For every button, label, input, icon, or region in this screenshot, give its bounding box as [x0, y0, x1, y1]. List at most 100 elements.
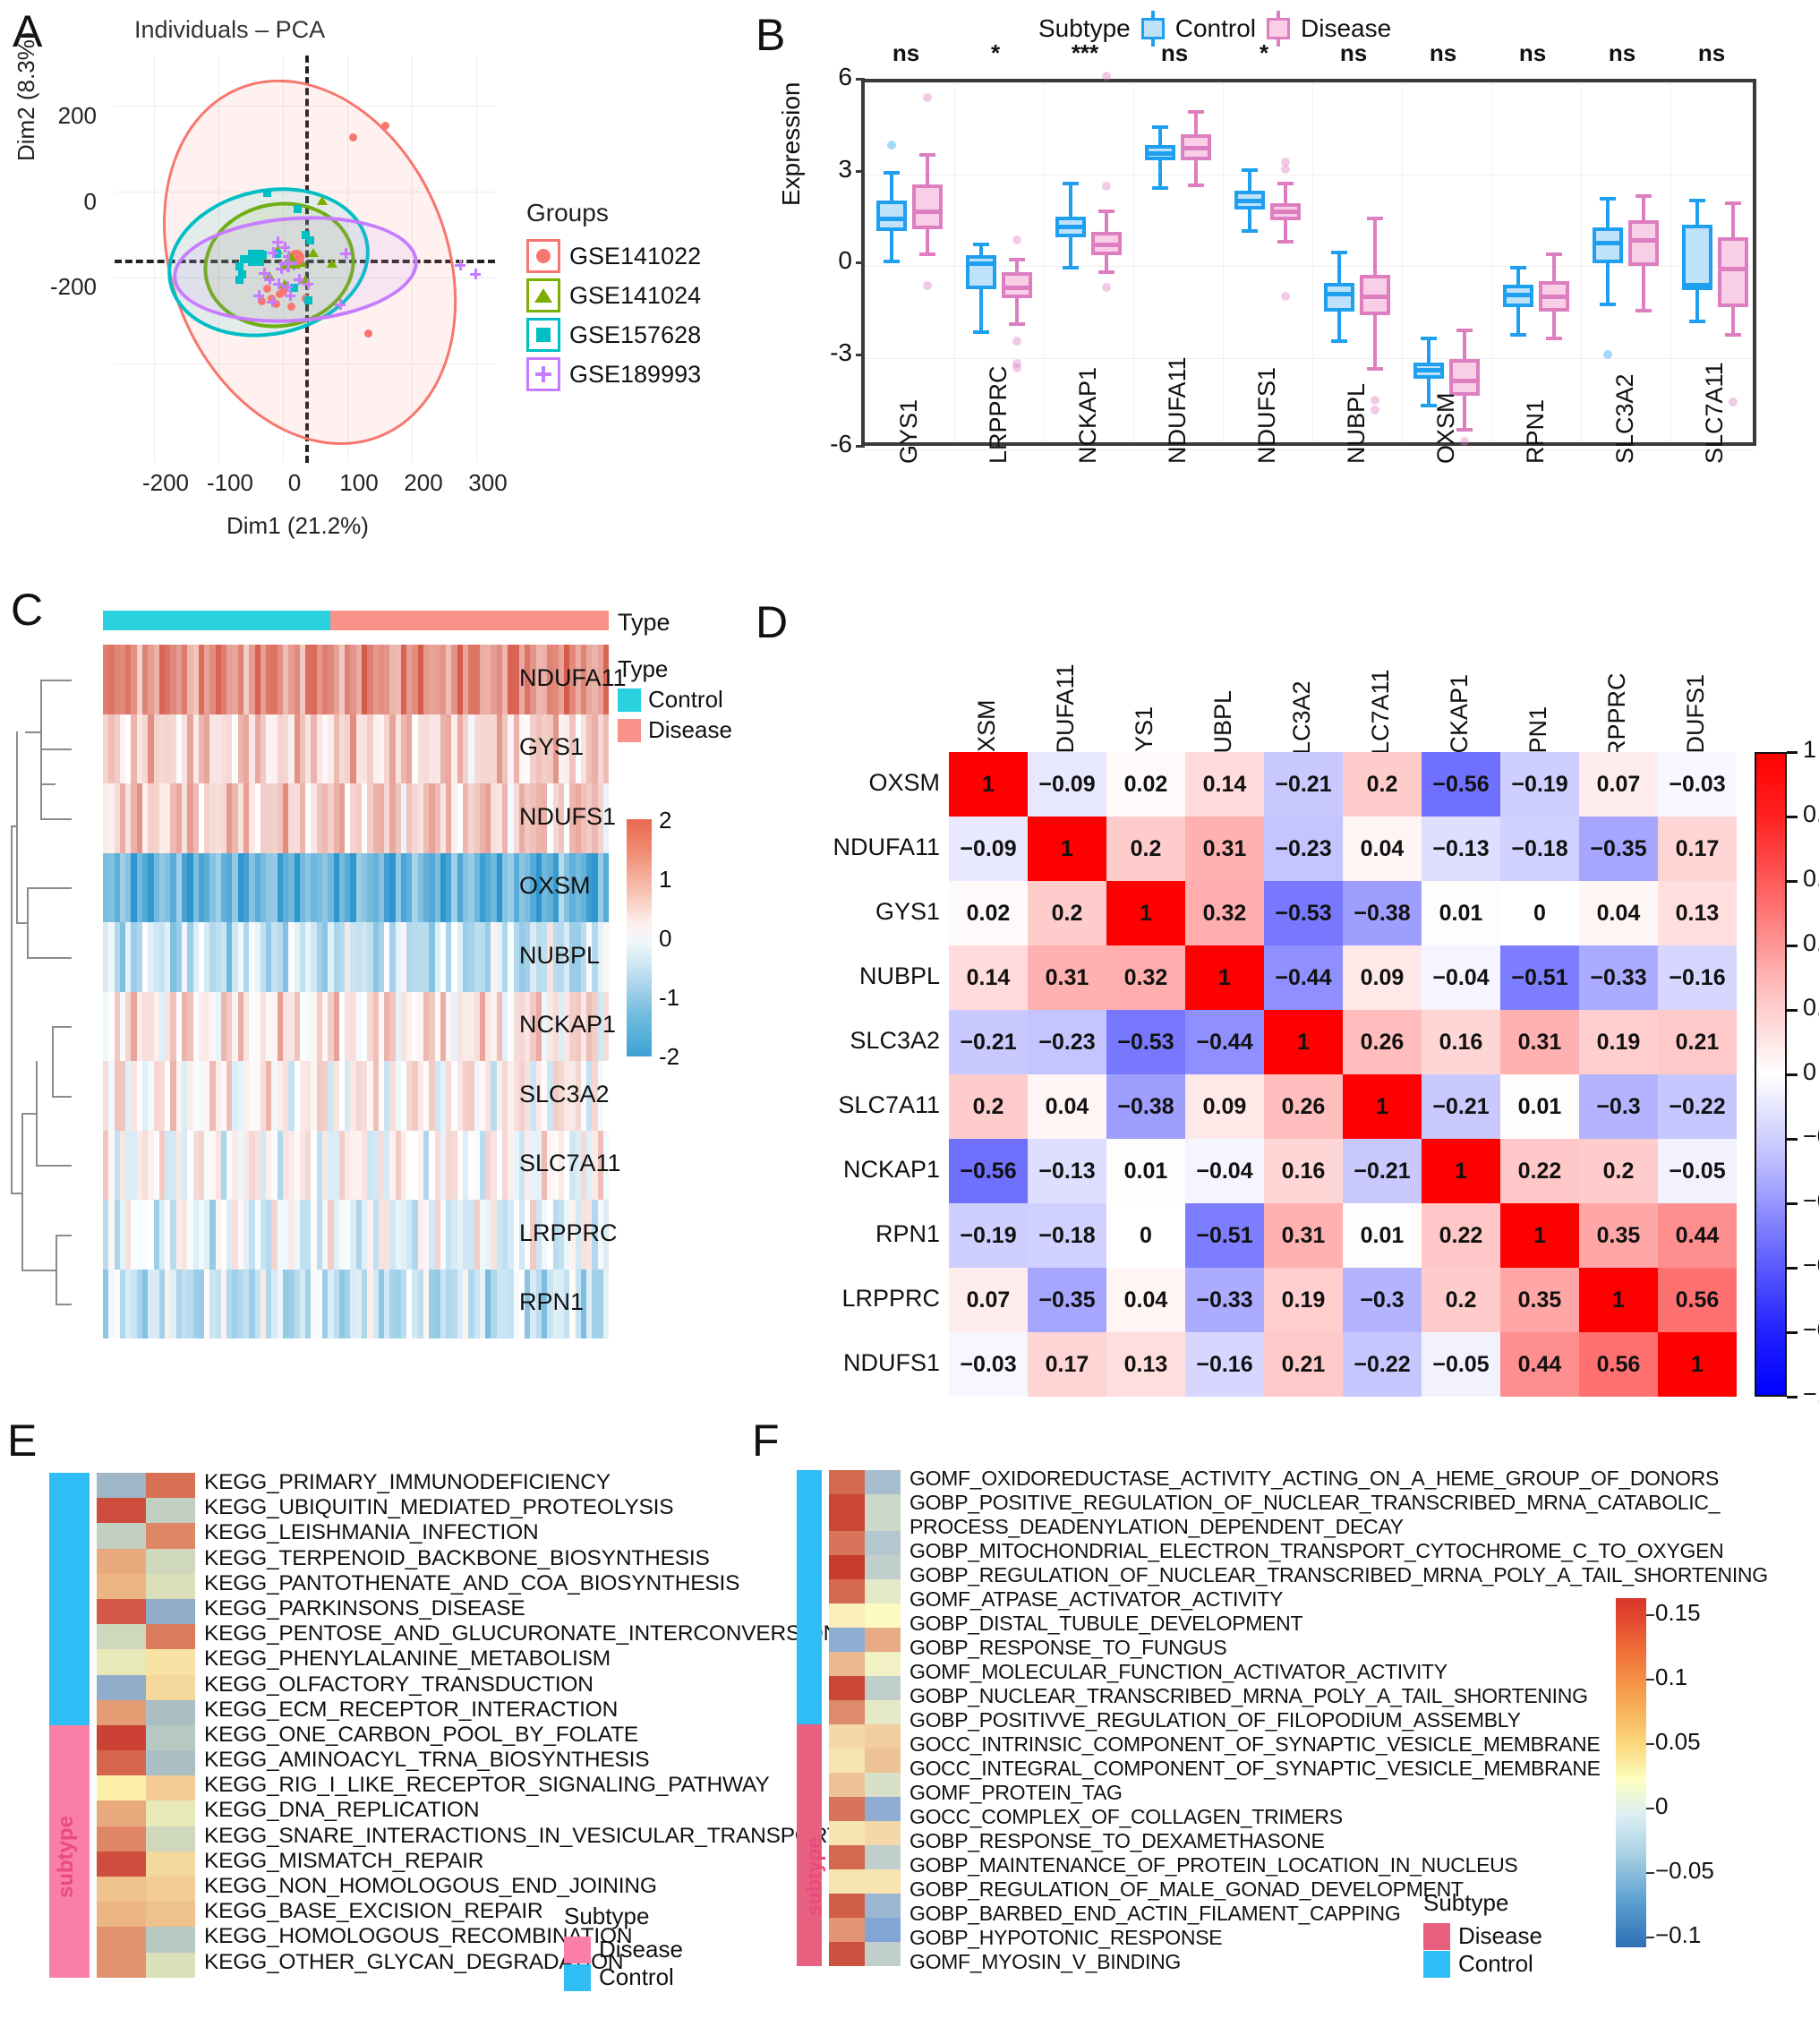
panel-f-legend-title: Subtype — [1423, 1889, 1509, 1916]
go-term-label: GOBP_REGULATION_OF_MALE_GONAD_DEVELOPMEN… — [910, 1877, 1464, 1901]
panel-a-ylabel: Dim2 (8.3%) — [13, 31, 39, 161]
pca-point-GSE157628 — [235, 261, 244, 270]
gene-label-NCKAP1: NCKAP1 — [1074, 366, 1101, 464]
panel-f-annotation-label: subtype — [802, 1836, 825, 1916]
correlation-cell: 1 — [1422, 1139, 1500, 1203]
correlation-cell: 0.19 — [1579, 1010, 1658, 1074]
panel-a-xtick-1: -200 — [141, 469, 190, 496]
kegg-pathway-label: KEGG_NON_HOMOLOGOUS_END_JOINING — [204, 1874, 657, 1898]
correlation-cell: 0.01 — [1106, 1139, 1185, 1203]
go-heatmap-row — [829, 1749, 901, 1773]
panel-e-legend-control: Control — [564, 1963, 683, 1991]
panel-d-colorbar-tick: 0.6 — [1803, 865, 1819, 892]
legend-box-control — [1140, 11, 1165, 47]
panel-d-colorbar-tick: 0.8 — [1803, 800, 1819, 827]
kegg-pathway-label: KEGG_RIG_I_LIKE_RECEPTOR_SIGNALING_PATHW… — [204, 1773, 770, 1798]
panel-c-type-annotation-bar — [103, 611, 609, 630]
kegg-pathway-label: KEGG_AMINOACYL_TRNA_BIOSYNTHESIS — [204, 1748, 650, 1773]
kegg-heatmap-row — [97, 1598, 195, 1625]
pca-point-GSE141022 — [257, 297, 266, 306]
subtype-annotation-Control — [797, 1470, 822, 1724]
kegg-pathway-label: KEGG_PARKINSONS_DISEASE — [204, 1595, 525, 1621]
kegg-heatmap-row — [97, 1800, 195, 1826]
subtype-annotation-Disease — [797, 1724, 822, 1966]
dendrogram-branch — [11, 825, 16, 827]
panel-d-colorbar-tick: −0.2 — [1803, 1123, 1819, 1150]
pca-point-GSE157628 — [303, 295, 312, 304]
panel-f-legend-control: Control — [1423, 1950, 1542, 1978]
pca-point-GSE141022 — [381, 122, 390, 131]
panel-d-row-label-RPN1: RPN1 — [875, 1220, 940, 1247]
pca-point-GSE157628 — [239, 255, 248, 263]
go-heatmap-row — [829, 1942, 901, 1966]
panel-c-color-scale-bar — [627, 819, 652, 1056]
correlation-cell: −0.22 — [1343, 1332, 1422, 1397]
kegg-heatmap-row — [97, 1750, 195, 1776]
pca-point-GSE141022 — [349, 133, 358, 141]
kegg-pathway-label: KEGG_PHENYLALANINE_METABOLISM — [204, 1646, 611, 1672]
panel-c-row-label-RPN1: RPN1 — [519, 1288, 585, 1316]
pca-legend-item-GSE189993[interactable]: GSE189993 — [526, 355, 701, 394]
kegg-heatmap-row — [97, 1952, 195, 1978]
pca-point-GSE141024 — [279, 278, 291, 288]
kegg-heatmap-row — [97, 1624, 195, 1650]
kegg-pathway-label: KEGG_OTHER_GLYCAN_DEGRADATION — [204, 1949, 624, 1974]
kegg-pathway-label: KEGG_HOMOLOGOUS_RECOMBINATION — [204, 1924, 633, 1949]
dendrogram-branch — [21, 1113, 23, 1270]
correlation-cell: 1 — [1500, 1203, 1579, 1268]
kegg-heatmap-row — [97, 1927, 195, 1953]
panel-f-scale-tick: 0.15 — [1655, 1599, 1701, 1626]
pca-point-GSE189993 — [253, 290, 265, 302]
panel-e-heatmap-grid — [97, 1473, 195, 1978]
go-heatmap-row — [829, 1628, 901, 1652]
correlation-cell: −0.38 — [1343, 881, 1422, 945]
correlation-cell: −0.05 — [1422, 1332, 1500, 1397]
heatmap-row-SLC3A2 — [103, 1061, 610, 1131]
go-term-label: GOMF_MYOSIN_V_BINDING — [910, 1950, 1181, 1973]
correlation-cell: −0.09 — [1028, 752, 1106, 817]
dendrogram-branch — [40, 748, 72, 751]
panel-c-scale-tick: 0 — [659, 925, 672, 952]
go-heatmap-row — [829, 1821, 901, 1845]
pca-point-GSE141024 — [300, 275, 312, 285]
correlation-cell: −0.33 — [1185, 1268, 1264, 1332]
pca-legend-item-GSE141022[interactable]: GSE141022 — [526, 236, 701, 276]
pca-legend-item-GSE157628[interactable]: GSE157628 — [526, 315, 701, 355]
correlation-cell: −0.23 — [1264, 817, 1343, 881]
pca-point-GSE141022 — [262, 285, 271, 294]
correlation-cell: 0.16 — [1264, 1139, 1343, 1203]
panel-f-scale-tick: 0.1 — [1655, 1663, 1688, 1690]
correlation-cell: 0.56 — [1579, 1332, 1658, 1397]
correlation-cell: 0.07 — [949, 1268, 1028, 1332]
pca-point-GSE157628 — [235, 275, 244, 284]
correlation-cell: −0.51 — [1500, 945, 1579, 1010]
correlation-cell: −0.35 — [1579, 817, 1658, 881]
panel-a-title: Individuals – PCA — [134, 16, 326, 43]
panel-d-row-label-NUBPL: NUBPL — [858, 962, 940, 989]
go-term-label: GOBP_RESPONSE_TO_DEXAMETHASONE — [910, 1829, 1325, 1852]
significance-marker: ns — [1339, 39, 1368, 66]
kegg-heatmap-row — [97, 1851, 195, 1877]
panel-c-scale-tick: 1 — [659, 866, 672, 893]
kegg-heatmap-row — [97, 1826, 195, 1852]
correlation-cell: 1 — [1106, 881, 1185, 945]
panel-c-type-legend: Type Control Disease — [618, 655, 732, 744]
pca-point-GSE141022 — [364, 329, 373, 338]
correlation-cell: −0.05 — [1658, 1139, 1737, 1203]
go-heatmap-row — [829, 1676, 901, 1700]
panel-e-pathway-labels: KEGG_PRIMARY_IMMUNODEFICIENCY KEGG_UBIQUI… — [204, 1470, 853, 1975]
panel-a-xtick-5: 200 — [404, 469, 443, 496]
correlation-cell: −0.18 — [1028, 1203, 1106, 1268]
pca-legend-item-GSE141024[interactable]: GSE141024 — [526, 276, 701, 315]
pca-plot-area — [109, 35, 509, 489]
gene-label-NDUFA11: NDUFA11 — [1164, 356, 1191, 464]
kegg-pathway-label: KEGG_PENTOSE_AND_GLUCURONATE_INTERCONVER… — [204, 1621, 854, 1646]
go-term-label: GOMF_MOLECULAR_FUNCTION_ACTIVATOR_ACTIVI… — [910, 1660, 1448, 1683]
correlation-cell: −0.16 — [1658, 945, 1737, 1010]
kegg-pathway-label: KEGG_DNA_REPLICATION — [204, 1798, 480, 1823]
go-heatmap-row — [829, 1797, 901, 1821]
panel-c-scale-tick: 2 — [659, 807, 672, 834]
type-annotation-Disease — [330, 611, 609, 630]
panel-f-heatmap-grid — [829, 1470, 901, 1966]
disease-label: Disease — [1458, 1922, 1542, 1949]
